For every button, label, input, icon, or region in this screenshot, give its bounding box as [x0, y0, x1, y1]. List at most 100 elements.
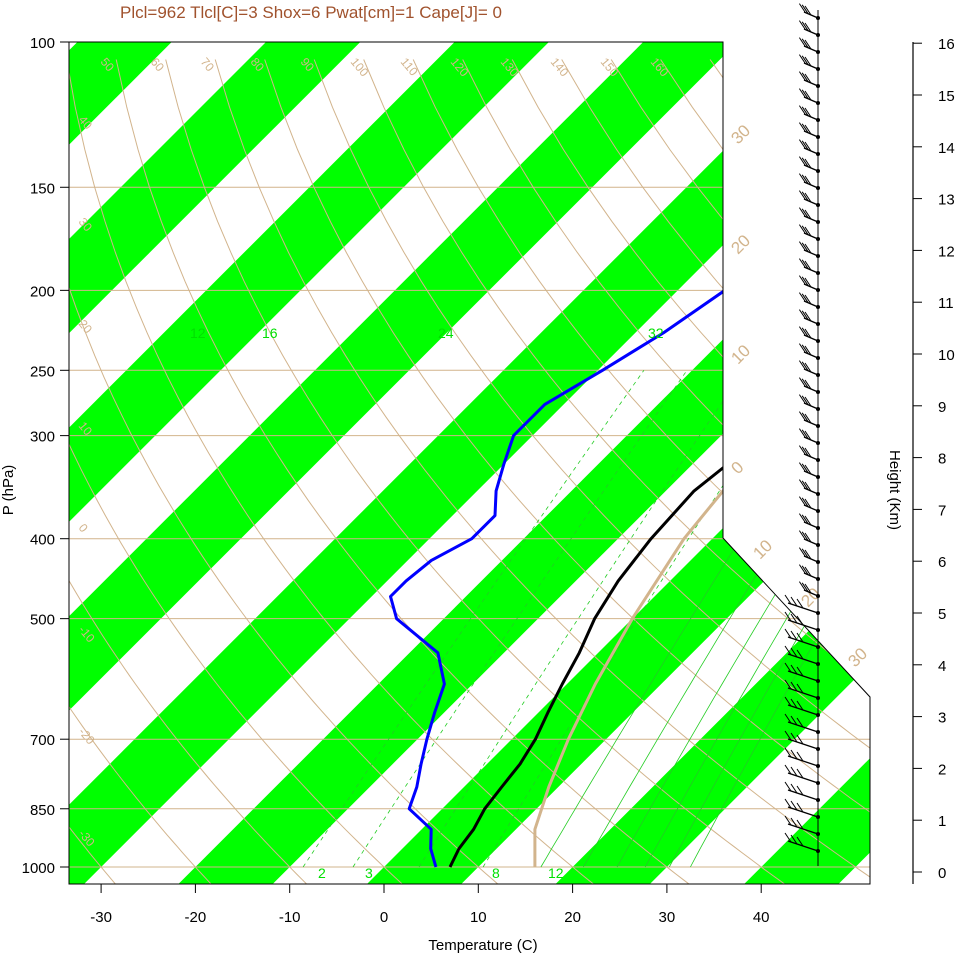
- mixing-ratio-line: [690, 370, 870, 868]
- wind-barb-flag: [804, 56, 812, 67]
- wind-barb-dot: [816, 305, 820, 309]
- wind-barb-flag: [804, 90, 812, 101]
- wind-barb-dot: [816, 509, 820, 513]
- wind-barb-flag: [790, 834, 798, 845]
- sounding-line: [533, 42, 870, 867]
- wind-barb-dot: [816, 849, 820, 853]
- wind-barb-flag: [804, 430, 812, 441]
- wind-barb-flag: [784, 781, 792, 792]
- pressure-tick-label: 300: [30, 429, 55, 446]
- wind-barb-flag: [798, 122, 806, 132]
- wind-barb-flag: [798, 173, 806, 183]
- wind-barb-flag: [798, 394, 806, 404]
- wind-barb-dot: [816, 747, 820, 751]
- wind-barb-dot: [816, 373, 820, 377]
- wind-barb-flag: [798, 462, 806, 472]
- wind-barb-flag: [784, 713, 792, 724]
- wind-barb-flag: [801, 514, 809, 525]
- wind-barb-flag: [798, 156, 806, 166]
- wind-barb-dot: [816, 101, 820, 105]
- height-tick-label: 9: [938, 399, 946, 416]
- isotherm-label: 30: [727, 121, 754, 148]
- wind-barb-flag: [796, 598, 804, 609]
- height-tick-label: 16: [938, 36, 955, 53]
- wind-barb-flag: [798, 105, 806, 115]
- dry-adiabat: [412, 59, 870, 884]
- wind-barb-dot: [816, 696, 820, 700]
- wind-barb-dot: [816, 424, 820, 428]
- wind-barb-flag: [801, 72, 809, 83]
- wind-barb-dot: [816, 679, 820, 683]
- wind-barb-flag: [801, 497, 809, 508]
- chart-title: Plcl=962 Tlcl[C]=3 Shox=6 Pwat[cm]=1 Cap…: [120, 3, 502, 22]
- wind-barb-dot: [816, 33, 820, 37]
- dry-adiabat: [462, 59, 870, 884]
- height-tick-label: 10: [938, 347, 955, 364]
- wind-barb-flag: [804, 243, 812, 254]
- wind-barb-flag: [796, 751, 804, 762]
- temperature-tick-label: -20: [185, 909, 207, 926]
- dry-adiabat: [69, 59, 212, 884]
- wind-barb-flag: [796, 768, 804, 779]
- wind-barb-flag: [801, 208, 809, 219]
- isotherm-label: 0: [727, 458, 747, 478]
- isotherm-label: 10: [727, 341, 754, 368]
- wind-barb-flag: [804, 583, 812, 594]
- wind-barb-flag: [798, 3, 806, 13]
- wind-barb-flag: [804, 515, 812, 526]
- wind-barb-flag: [804, 277, 812, 288]
- wind-barb-flag: [796, 717, 804, 728]
- wind-barb-dot: [816, 220, 820, 224]
- wind-barb-flag: [798, 360, 806, 370]
- sounding-line: [448, 42, 870, 868]
- wind-barb-dot: [816, 475, 820, 479]
- wind-barb-flag: [796, 649, 804, 660]
- wind-barb-flag: [801, 344, 809, 355]
- wind-barb-dot: [816, 186, 820, 190]
- wind-barb-flag: [798, 258, 806, 268]
- wind-barb-flag: [804, 464, 812, 475]
- wind-barb-dot: [816, 713, 820, 717]
- wind-barb-flag: [801, 548, 809, 559]
- wind-barb-flag: [798, 513, 806, 523]
- dry-adiabat: [69, 59, 404, 884]
- wind-barb-flag: [798, 564, 806, 574]
- wind-barb-dot: [816, 16, 820, 20]
- wind-barb-flag: [804, 311, 812, 322]
- mixing-ratio-label: 24: [438, 325, 454, 341]
- wind-barb-flag: [804, 226, 812, 237]
- wind-barb-flag: [801, 327, 809, 338]
- wind-barb-dot: [816, 526, 820, 530]
- isotherm-band: [364, 42, 870, 884]
- isotherm-label: 20: [727, 231, 754, 258]
- wind-barb-flag: [798, 139, 806, 149]
- wind-barb-flag: [784, 798, 792, 809]
- wind-barb-flag: [804, 73, 812, 84]
- wind-barb-flag: [801, 429, 809, 440]
- wind-barb-flag: [790, 732, 798, 743]
- wind-barb-flag: [790, 630, 798, 641]
- wind-barb-dot: [816, 203, 820, 207]
- wind-barb-flag: [801, 463, 809, 474]
- height-tick-label: 12: [938, 243, 955, 260]
- wind-barb-flag: [804, 396, 812, 407]
- height-tick-label: 2: [938, 761, 946, 778]
- wind-barb-dot: [816, 815, 820, 819]
- temperature-axis: -30 -20 -10 0 10 20 30 40: [90, 884, 770, 926]
- wind-barb-flag: [801, 412, 809, 423]
- pressure-tick-label: 100: [30, 35, 55, 52]
- wind-barb-dot: [816, 594, 820, 598]
- mixing-ratio-line: [352, 370, 688, 868]
- dry-adiabat: [69, 59, 308, 884]
- wind-barb-flag: [801, 582, 809, 593]
- wind-barb-dot: [816, 560, 820, 564]
- dry-adiabat: [165, 59, 786, 884]
- mixing-ratio-line: [418, 370, 745, 868]
- wind-barb-flag: [804, 532, 812, 543]
- wind-barb-flag: [801, 293, 809, 304]
- dry-adiabat: [214, 59, 870, 884]
- wind-barb-flag: [798, 496, 806, 506]
- wind-barb-dot: [816, 84, 820, 88]
- wind-barb-flag: [801, 4, 809, 15]
